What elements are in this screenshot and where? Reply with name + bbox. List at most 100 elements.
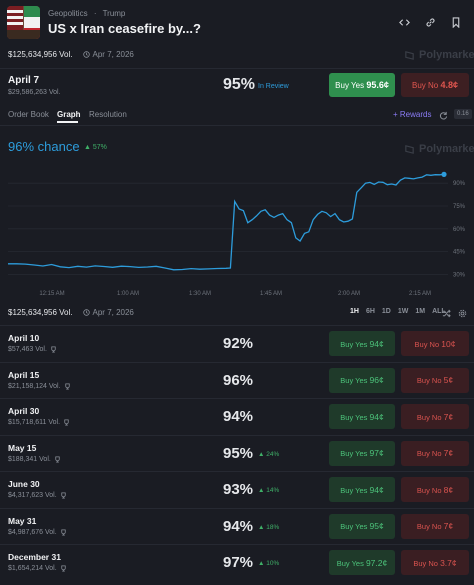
y-tick-label: 30% xyxy=(453,272,466,278)
outcome-volume: $188,341 Vol. xyxy=(8,456,61,463)
end-date-text: Apr 7, 2026 xyxy=(92,50,134,59)
link-icon[interactable] xyxy=(424,16,436,28)
refresh-icon[interactable] xyxy=(437,109,449,121)
outcome-buy-yes-button[interactable]: Buy Yes 94¢ xyxy=(329,404,395,429)
outcome-row[interactable]: May 15 $188,341 Vol. 95% ▲ 24% Buy Yes 9… xyxy=(0,434,474,472)
shuffle-icon[interactable] xyxy=(440,307,452,319)
y-tick-label: 60% xyxy=(453,227,466,233)
outcome-buy-no-button[interactable]: Buy No 7¢ xyxy=(401,440,469,466)
market-tabs: Order Book Graph Resolution + Rewards 0.… xyxy=(0,106,474,124)
outcome-volume-text: $4,987,676 Vol. xyxy=(8,528,57,536)
outcome-buy-no-button[interactable]: Buy No 10¢ xyxy=(401,331,469,356)
range-1d[interactable]: 1D xyxy=(381,308,391,315)
x-tick-label: 12:15 AM xyxy=(39,291,64,297)
tab-order-book[interactable]: Order Book xyxy=(8,110,49,119)
outcome-delta: ▲ 14% xyxy=(258,487,280,494)
market-header: Geopolitics · Trump US x Iran ceasefire … xyxy=(0,0,474,46)
buy-no-price: 5¢ xyxy=(443,375,454,385)
status-badge: In Review xyxy=(258,83,289,90)
outcome-buy-yes-button[interactable]: Buy Yes 94¢ xyxy=(329,331,395,356)
x-tick-label: 1:45 AM xyxy=(260,291,282,297)
buy-no-label: Buy No xyxy=(414,339,440,349)
buy-yes-label: Buy Yes xyxy=(340,485,368,495)
outcome-row[interactable]: May 31 $4,987,676 Vol. 94% ▲ 18% Buy Yes… xyxy=(0,507,474,545)
chart-delta: ▲ 57% xyxy=(84,144,107,151)
x-axis: 12:15 AM 1:00 AM 1:30 AM 1:45 AM 2:00 AM 2:15… xyxy=(39,291,431,297)
buy-no-price: 3.7¢ xyxy=(440,557,457,568)
polymarket-logo-icon xyxy=(405,144,414,154)
outcome-date: December 31 xyxy=(8,552,61,562)
range-1h[interactable]: 1H xyxy=(350,308,359,315)
buy-yes-price: 96¢ xyxy=(369,375,384,385)
code-embed-icon[interactable] xyxy=(398,16,410,28)
outcome-buy-yes-button[interactable]: Buy Yes 97¢ xyxy=(329,440,395,466)
chart-series-line xyxy=(8,173,445,271)
outcome-row[interactable]: April 10 $57,463 Vol. 92% Buy Yes 94¢ Bu… xyxy=(0,325,474,362)
outcome-volume: $4,987,676 Vol. xyxy=(8,529,67,536)
outcome-volume-text: $188,341 Vol. xyxy=(8,455,51,463)
range-1w[interactable]: 1W xyxy=(397,308,409,315)
range-all[interactable]: ALL xyxy=(432,308,446,315)
outcome-row[interactable]: April 15 $21,158,124 Vol. 96% Buy Yes 96… xyxy=(0,361,474,399)
breadcrumb-item[interactable]: Geopolitics xyxy=(48,9,88,18)
buy-no-price: 4.8¢ xyxy=(440,80,458,90)
buy-no-label: Buy No xyxy=(416,485,442,495)
buy-no-label: Buy No xyxy=(416,449,442,458)
breadcrumb-separator: · xyxy=(93,9,97,18)
buy-no-label: Buy No xyxy=(413,558,438,568)
outcome-buy-no-button[interactable]: Buy No 7¢ xyxy=(401,513,469,539)
buy-yes-button[interactable]: Buy Yes 95.6¢ xyxy=(329,73,395,97)
controls-end-date: Apr 7, 2026 xyxy=(82,308,134,317)
breadcrumb: Geopolitics · Trump xyxy=(48,9,129,18)
divider xyxy=(0,125,474,126)
buy-yes-label: Buy Yes xyxy=(336,558,364,568)
buy-no-button[interactable]: Buy No 4.8¢ xyxy=(401,73,469,97)
outcome-buy-yes-button[interactable]: Buy Yes 94¢ xyxy=(329,477,395,502)
outcome-volume: $21,158,124 Vol. xyxy=(8,383,71,390)
buy-yes-price: 95.6¢ xyxy=(366,80,389,90)
buy-yes-price: 94¢ xyxy=(369,338,384,349)
chart-grid xyxy=(8,182,448,275)
y-axis: 90% 75% 60% 45% 30% xyxy=(453,181,466,278)
trophy-icon xyxy=(64,382,70,390)
trophy-icon xyxy=(55,455,60,463)
chart-current-point xyxy=(441,171,447,177)
outcome-row[interactable]: June 30 $4,317,623 Vol. 93% ▲ 14% Buy Ye… xyxy=(0,471,474,508)
range-1m[interactable]: 1M xyxy=(415,308,426,315)
outcome-buy-no-button[interactable]: Buy No 3.7¢ xyxy=(401,550,469,575)
outcome-date: May 31 xyxy=(8,515,37,526)
buy-yes-label: Buy Yes xyxy=(340,522,368,531)
spread-badge: 0.16 xyxy=(454,109,472,119)
outcome-date: June 30 xyxy=(8,479,40,489)
outcome-buy-no-button[interactable]: Buy No 7¢ xyxy=(401,404,469,429)
outcome-buy-no-button[interactable]: Buy No 5¢ xyxy=(401,367,469,393)
buy-yes-label: Buy Yes xyxy=(340,449,368,458)
outcome-row[interactable]: April 30 $15,718,611 Vol. 94% Buy Yes 94… xyxy=(0,398,474,435)
bookmark-icon[interactable] xyxy=(450,16,462,28)
x-tick-label: 1:00 AM xyxy=(117,291,139,297)
settings-icon[interactable] xyxy=(456,307,468,319)
buy-no-label: Buy No xyxy=(416,522,442,531)
outcome-buy-yes-button[interactable]: Buy Yes 95¢ xyxy=(329,513,395,539)
outcome-volume: $15,718,611 Vol. xyxy=(8,419,70,426)
outcome-buy-no-button[interactable]: Buy No 8¢ xyxy=(401,477,469,502)
price-chart[interactable]: 90% 75% 60% 45% 30% 12:15 AM 1:00 AM 1:30 AM 1:… xyxy=(0,160,474,300)
outcome-chance: 93% xyxy=(223,481,254,498)
outcome-chance: 92% xyxy=(223,335,254,352)
outcome-buy-yes-button[interactable]: Buy Yes 96¢ xyxy=(329,367,395,393)
tab-graph[interactable]: Graph xyxy=(57,110,81,119)
chart-title: 96% chance xyxy=(8,139,80,154)
outcome-row[interactable]: December 31 $1,654,214 Vol. 97% ▲ 10% Bu… xyxy=(0,544,474,581)
tab-resolution[interactable]: Resolution xyxy=(89,110,127,119)
outcome-volume-text: $21,158,124 Vol. xyxy=(8,382,61,390)
market-stats: $125,634,956 Vol. Apr 7, 2026 xyxy=(8,50,134,59)
breadcrumb-item[interactable]: Trump xyxy=(102,9,126,18)
trophy-icon xyxy=(64,419,69,426)
trophy-icon xyxy=(61,565,66,572)
range-6h[interactable]: 6H xyxy=(365,308,375,315)
rewards-button[interactable]: + Rewards xyxy=(393,110,432,119)
buy-no-label: Buy No xyxy=(412,81,439,90)
outcome-buy-yes-button[interactable]: Buy Yes 97.2¢ xyxy=(329,550,395,575)
buy-yes-label: Buy Yes xyxy=(340,339,368,349)
main-market-row[interactable]: April 7 $29,586,263 Vol. 95% In Review B… xyxy=(0,68,474,102)
